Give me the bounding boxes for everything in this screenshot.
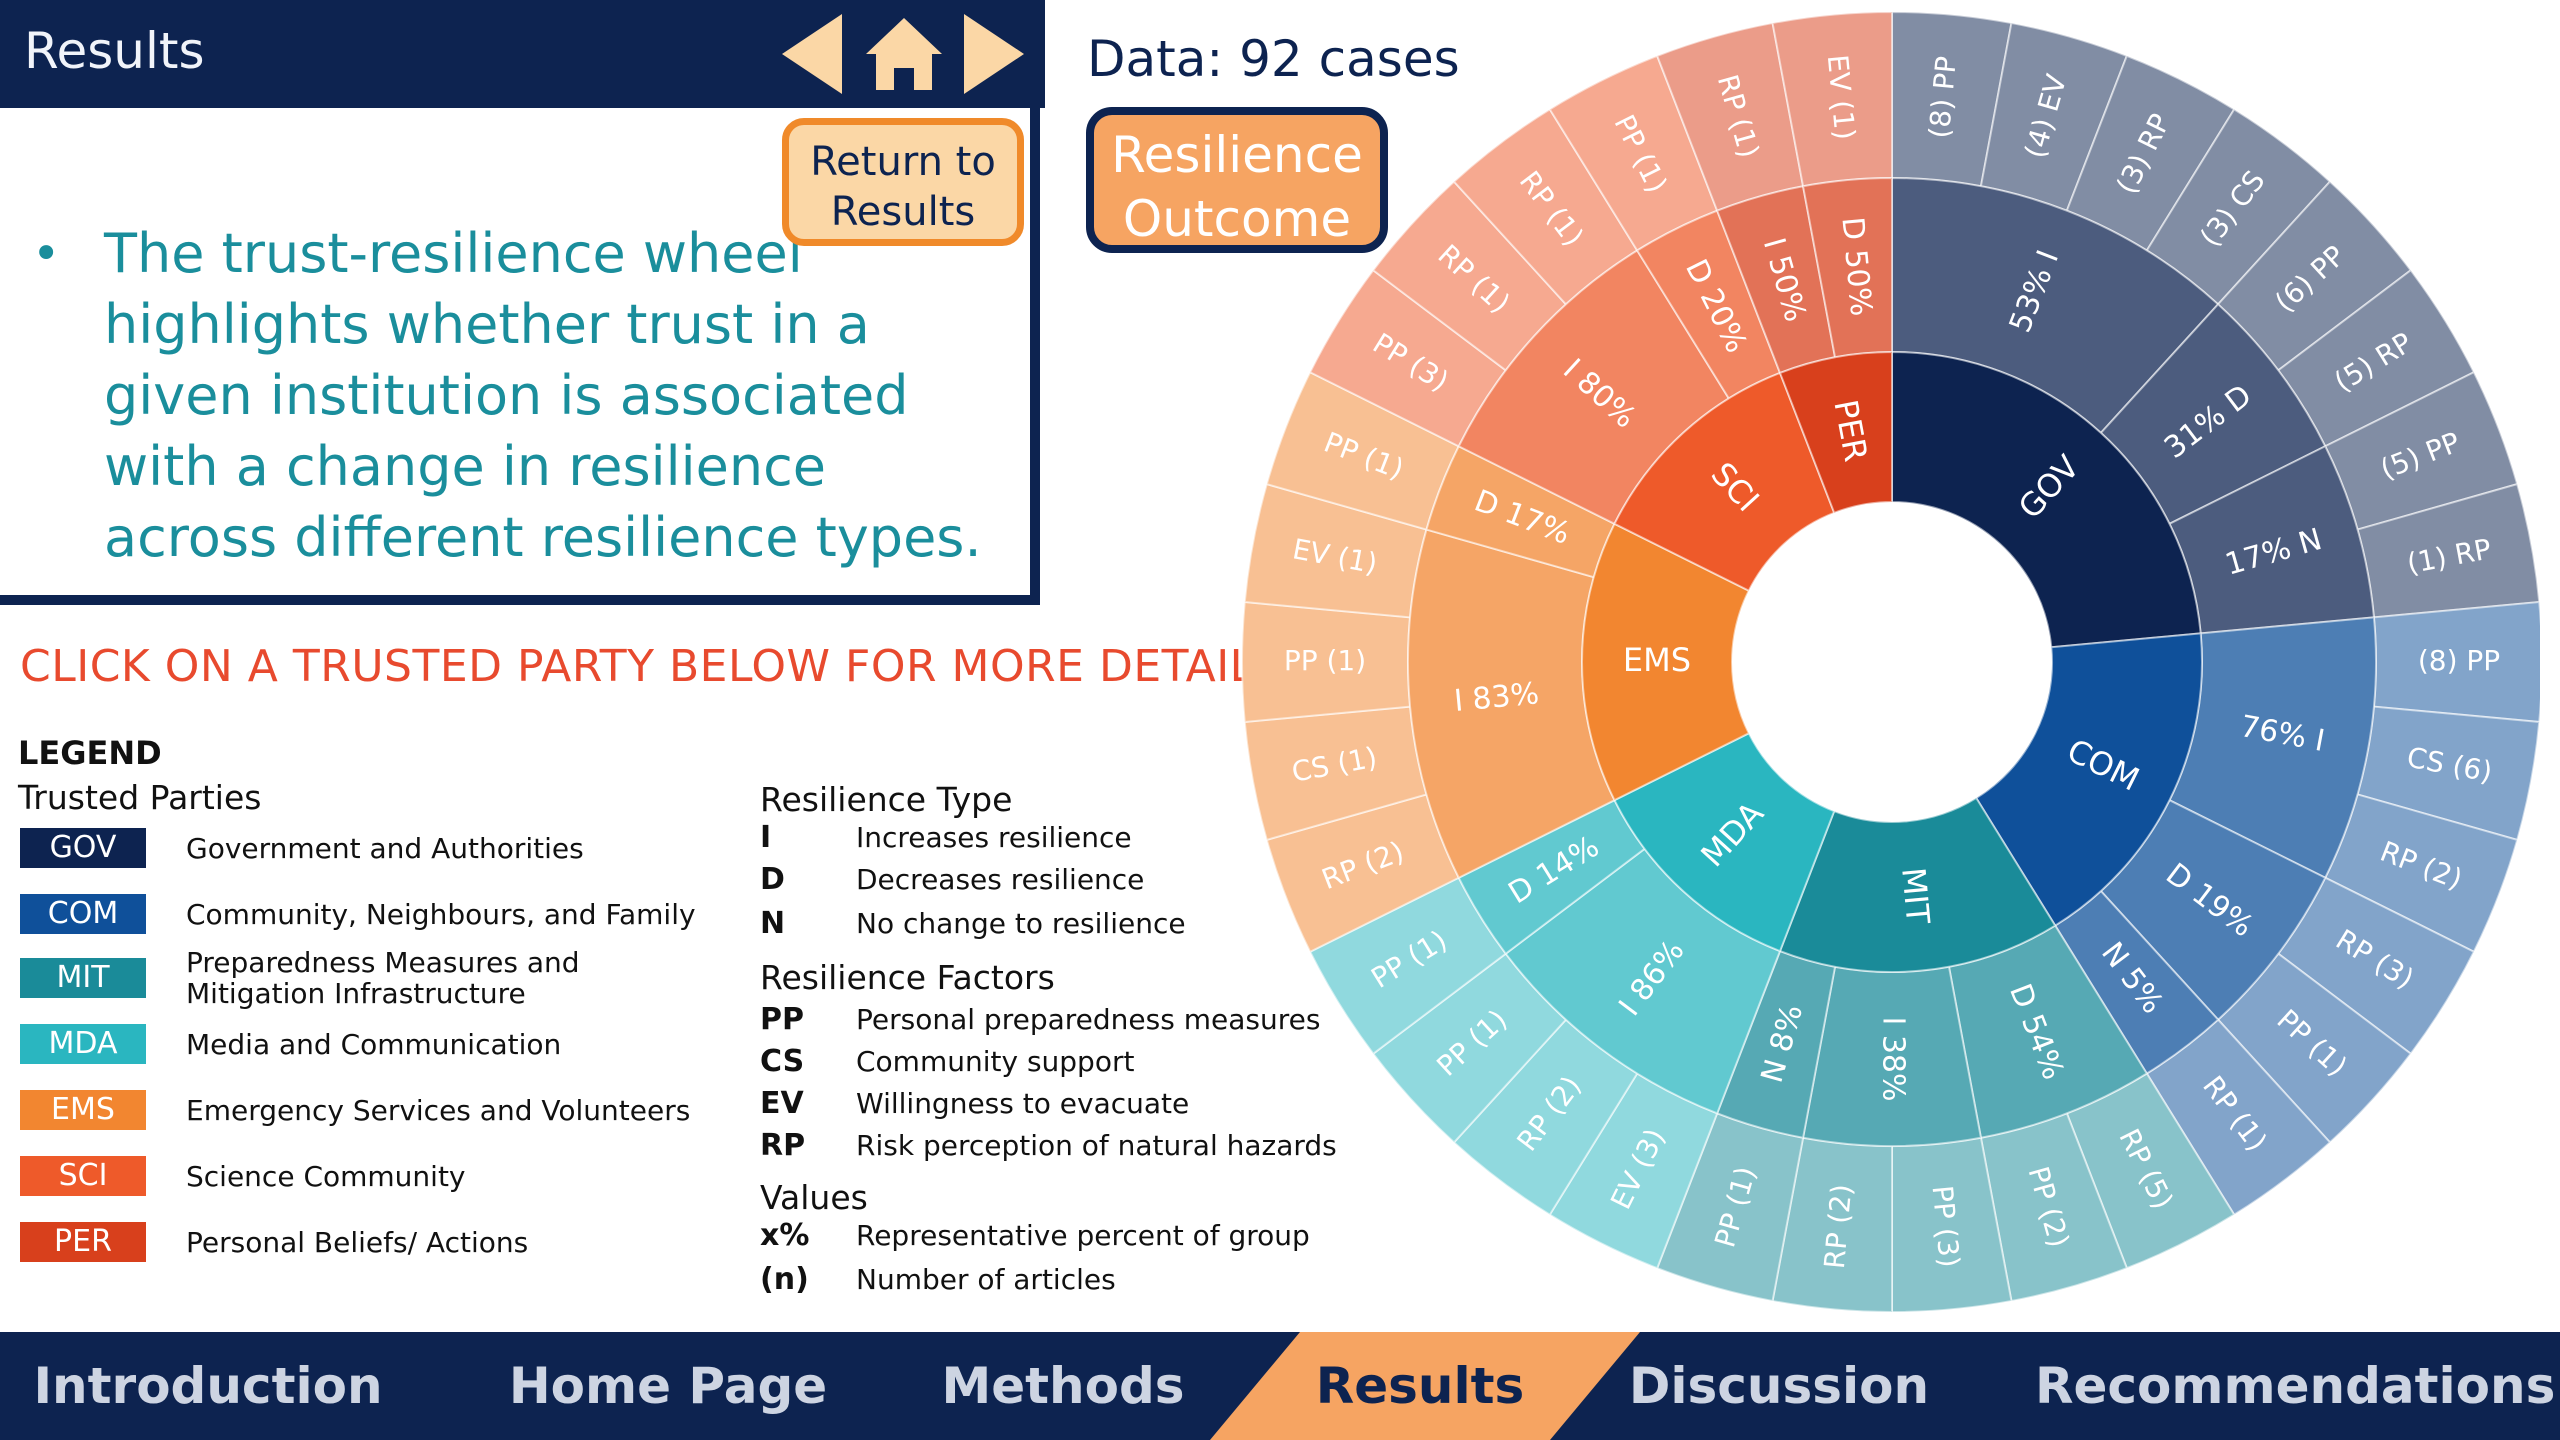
nav-tab-introduction[interactable]: Introduction bbox=[33, 1357, 383, 1415]
legend-party-gov[interactable]: GOV Government and Authorities bbox=[20, 828, 584, 868]
party-swatch[interactable]: MDA bbox=[20, 1024, 146, 1064]
resilience-type-row: I Increases resilience bbox=[760, 820, 1132, 855]
party-swatch[interactable]: MIT bbox=[20, 958, 146, 998]
forward-arrow-icon[interactable] bbox=[962, 10, 1028, 98]
legend-party-ems[interactable]: EMS Emergency Services and Volunteers bbox=[20, 1090, 690, 1130]
legend-party-mit[interactable]: MIT Preparedness Measures and Mitigation … bbox=[20, 947, 606, 1009]
resilience-type-description: Increases resilience bbox=[856, 821, 1132, 854]
value-key-abbr: (n) bbox=[760, 1262, 809, 1297]
resilience-factor-description: Community support bbox=[856, 1045, 1135, 1078]
party-swatch[interactable]: PER bbox=[20, 1222, 146, 1262]
resilience-factor-description: Risk perception of natural hazards bbox=[856, 1129, 1337, 1162]
value-key-description: Number of articles bbox=[856, 1263, 1116, 1296]
bullet-marker: • bbox=[32, 226, 61, 282]
wheel-inner-ems[interactable] bbox=[1580, 522, 1751, 802]
value-key-row: (n) Number of articles bbox=[760, 1262, 1116, 1297]
nav-tab-home-page[interactable]: Home Page bbox=[508, 1357, 828, 1415]
resilience-type-description: Decreases resilience bbox=[856, 863, 1145, 896]
party-description: Government and Authorities bbox=[186, 831, 584, 865]
home-icon[interactable] bbox=[862, 14, 946, 94]
wheel-outer-label: PP (1) bbox=[1284, 644, 1366, 677]
wheel-inner-com[interactable] bbox=[1974, 632, 2204, 927]
party-description: Media and Communication bbox=[186, 1027, 562, 1061]
return-button-line1: Return to bbox=[810, 139, 996, 185]
resilience-factor-row: PP Personal preparedness measures bbox=[760, 1002, 1320, 1037]
party-description: Community, Neighbours, and Family bbox=[186, 897, 696, 931]
party-swatch[interactable]: SCI bbox=[20, 1156, 146, 1196]
party-description: Personal Beliefs/ Actions bbox=[186, 1225, 529, 1259]
wheel-outer-label: (8) PP bbox=[2418, 644, 2500, 677]
wheel-middle-label: I 38% bbox=[1876, 1016, 1911, 1101]
resilience-factor-abbr: RP bbox=[760, 1128, 806, 1163]
data-count-label: Data: 92 cases bbox=[1087, 30, 1460, 88]
wheel-middle-label: I 83% bbox=[1453, 676, 1541, 719]
party-description: Science Community bbox=[186, 1159, 466, 1193]
resilience-type-abbr: D bbox=[760, 862, 785, 897]
page-title: Results bbox=[24, 22, 205, 80]
resilience-outcome-button[interactable]: Resilience Outcome bbox=[1086, 107, 1388, 253]
wheel-inner-per[interactable] bbox=[1778, 350, 1893, 515]
party-swatch[interactable]: GOV bbox=[20, 828, 146, 868]
value-key-description: Representative percent of group bbox=[856, 1219, 1310, 1252]
value-key-abbr: x% bbox=[760, 1218, 810, 1253]
resilience-type-abbr: I bbox=[760, 820, 772, 855]
party-description: Preparedness Measures and Mitigation Inf… bbox=[186, 946, 580, 1010]
active-tab-highlight bbox=[1210, 1332, 1640, 1440]
resilience-factor-abbr: EV bbox=[760, 1086, 804, 1121]
wheel-inner-mit[interactable] bbox=[1778, 796, 2057, 973]
resilience-factor-description: Willingness to evacuate bbox=[856, 1087, 1190, 1120]
legend-party-com[interactable]: COM Community, Neighbours, and Family bbox=[20, 894, 696, 934]
party-swatch[interactable]: EMS bbox=[20, 1090, 146, 1130]
return-to-results-button[interactable]: Return to Results bbox=[782, 118, 1024, 246]
resilience-type-description: No change to resilience bbox=[856, 907, 1186, 940]
wheel-inner-label: MIT bbox=[1894, 866, 1937, 926]
wheel-outer-label: RP (2) bbox=[1818, 1183, 1859, 1271]
value-key-row: x% Representative percent of group bbox=[760, 1218, 1310, 1253]
nav-tab-discussion[interactable]: Discussion bbox=[1628, 1357, 1930, 1415]
intro-text: The trust-resilience wheel highlights wh… bbox=[104, 222, 982, 569]
legend-party-mda[interactable]: MDA Media and Communication bbox=[20, 1024, 561, 1064]
outcome-button-line2: Outcome bbox=[1122, 190, 1352, 248]
party-description: Emergency Services and Volunteers bbox=[186, 1093, 691, 1127]
wheel-outer-label: (8) PP bbox=[1923, 55, 1963, 140]
wheel-inner-label: EMS bbox=[1623, 641, 1691, 679]
resilience-factor-row: RP Risk perception of natural hazards bbox=[760, 1128, 1337, 1163]
resilience-type-row: D Decreases resilience bbox=[760, 862, 1144, 897]
legend-party-per[interactable]: PER Personal Beliefs/ Actions bbox=[20, 1222, 528, 1262]
party-swatch[interactable]: COM bbox=[20, 894, 146, 934]
nav-tab-results[interactable]: Results bbox=[1315, 1357, 1525, 1415]
back-arrow-icon[interactable] bbox=[778, 10, 844, 98]
return-button-line2: Results bbox=[830, 189, 976, 235]
click-instruction: CLICK ON A TRUSTED PARTY BELOW FOR MORE … bbox=[20, 641, 1284, 692]
legend-title: LEGEND bbox=[18, 734, 162, 772]
resilience-factors-title: Resilience Factors bbox=[760, 958, 1055, 997]
resilience-factor-row: CS Community support bbox=[760, 1044, 1134, 1079]
resilience-factor-abbr: PP bbox=[760, 1002, 804, 1037]
nav-tab-recommendations[interactable]: Recommendations bbox=[2035, 1357, 2556, 1415]
trusted-parties-title: Trusted Parties bbox=[18, 778, 262, 817]
wheel-inner-gov[interactable] bbox=[1891, 350, 2202, 649]
resilience-type-abbr: N bbox=[760, 906, 786, 941]
resilience-factor-description: Personal preparedness measures bbox=[856, 1003, 1321, 1036]
legend-party-sci[interactable]: SCI Science Community bbox=[20, 1156, 466, 1196]
resilience-type-row: N No change to resilience bbox=[760, 906, 1186, 941]
outcome-button-line1: Resilience bbox=[1111, 126, 1363, 184]
resilience-factor-row: EV Willingness to evacuate bbox=[760, 1086, 1189, 1121]
values-title: Values bbox=[760, 1178, 868, 1217]
resilience-factor-abbr: CS bbox=[760, 1044, 805, 1079]
wheel-outer-label: EV (1) bbox=[1821, 53, 1862, 141]
nav-tab-methods[interactable]: Methods bbox=[941, 1357, 1185, 1415]
resilience-type-title: Resilience Type bbox=[760, 780, 1013, 819]
wheel-outer-label: PP (3) bbox=[1926, 1184, 1966, 1269]
